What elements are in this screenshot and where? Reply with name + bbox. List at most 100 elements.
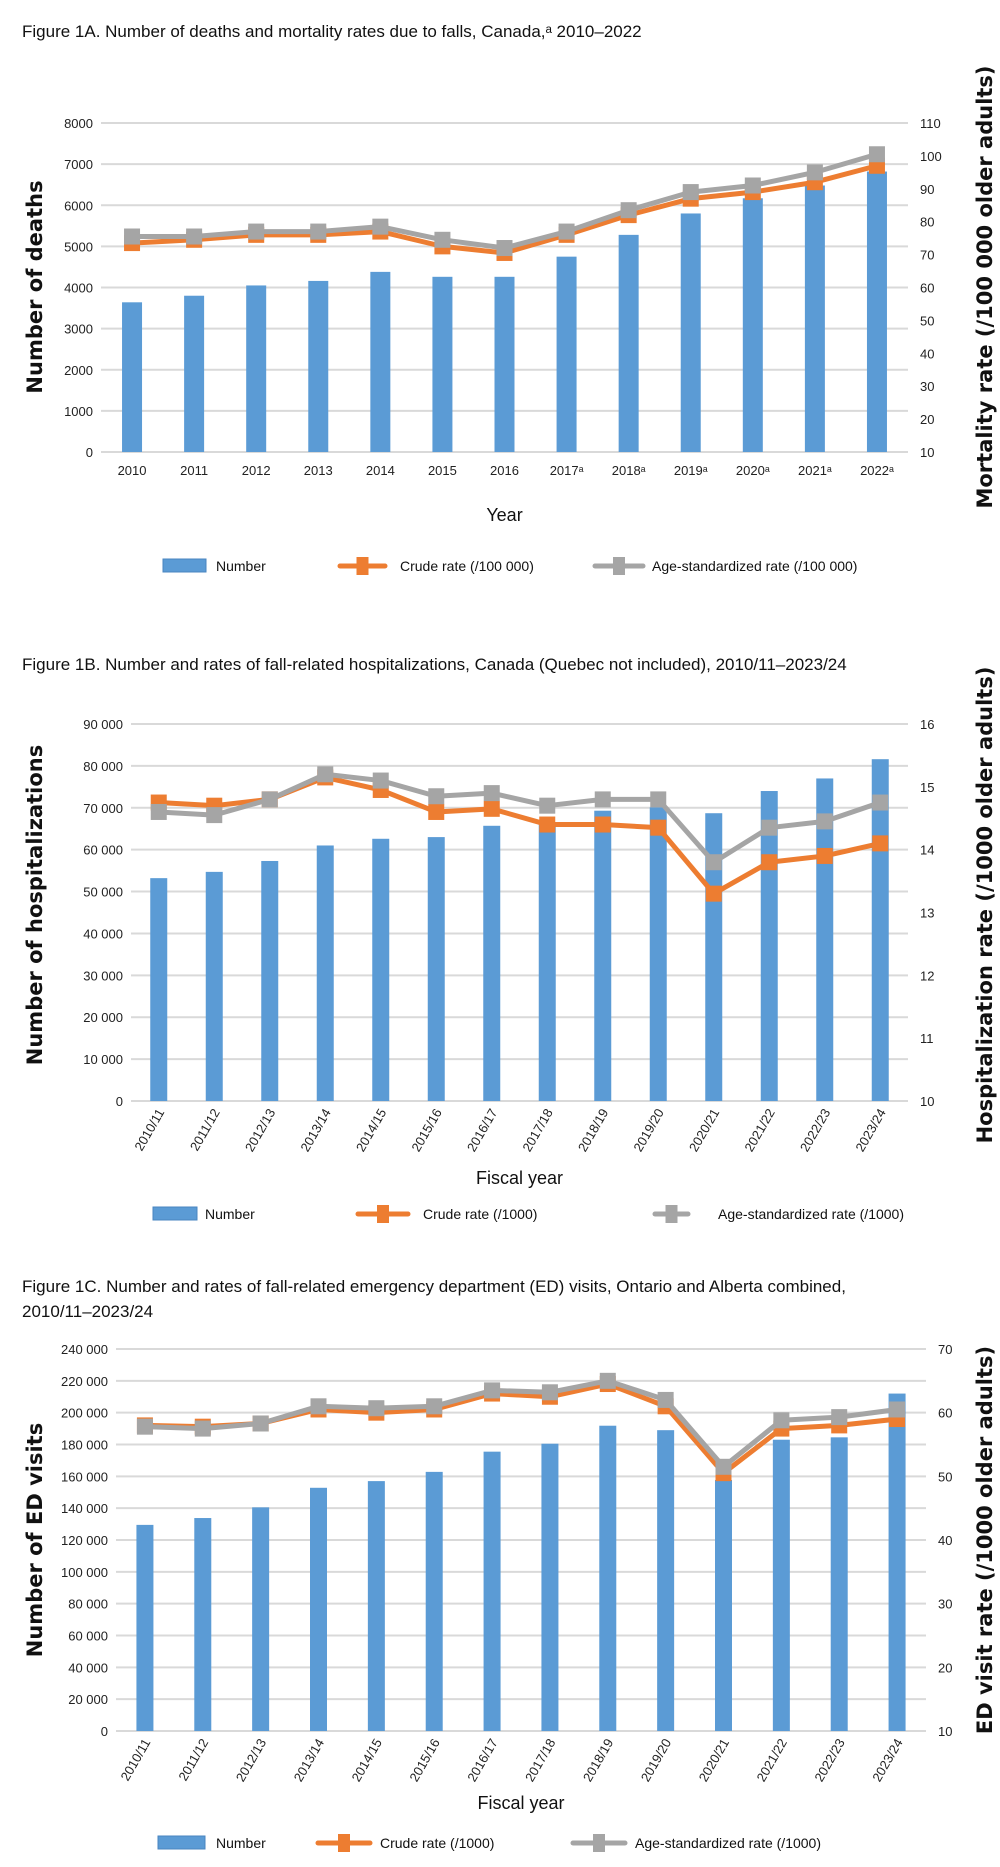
y-tick-label: 120 000 xyxy=(61,1533,108,1548)
y-tick-label: 60 000 xyxy=(83,843,123,858)
chart-1a: Figure 1A. Number of deaths and mortalit… xyxy=(22,22,997,575)
x-tick-label: 2015/16 xyxy=(406,1736,442,1784)
legend-label-number: Number xyxy=(205,1206,255,1222)
marker-age-standardized xyxy=(761,819,778,836)
marker-age-standardized xyxy=(426,1398,443,1415)
y2-tick-label: 11 xyxy=(920,1031,934,1046)
marker-age-standardized xyxy=(372,218,389,235)
line-age-standardized xyxy=(158,771,882,865)
bar-number xyxy=(261,860,279,1101)
y2-tick-label: 20 xyxy=(920,412,934,427)
legend-marker-crude xyxy=(356,557,369,575)
marker-age-standardized xyxy=(310,223,327,240)
y-tick-label: 8000 xyxy=(64,116,93,131)
x-tick-label: 2015 xyxy=(428,463,457,478)
marker-age-standardized xyxy=(194,1420,211,1437)
x-tick-label: 2011/12 xyxy=(187,1106,223,1153)
marker-age-standardized xyxy=(558,223,575,240)
y-tick-label: 2000 xyxy=(64,363,93,378)
marker-age-standardized xyxy=(372,772,389,789)
y-tick-label: 40 000 xyxy=(83,926,123,941)
y-tick-label: 6000 xyxy=(64,198,93,213)
x-tick-label: 2021ᵃ xyxy=(798,463,832,478)
y-tick-label: 20 000 xyxy=(83,1010,123,1025)
x-tick-label: 2016/17 xyxy=(464,1106,500,1154)
marker-age-standardized xyxy=(310,1398,327,1415)
y2-tick-label: 15 xyxy=(920,780,934,795)
marker-crude xyxy=(428,803,445,820)
bar-number xyxy=(367,1481,385,1731)
legend-label-crude: Crude rate (/1000) xyxy=(380,1835,494,1851)
x-tick-label: 2020ᵃ xyxy=(736,463,770,478)
y-tick-label: 7000 xyxy=(64,157,93,172)
line-age-standardized xyxy=(144,1378,898,1470)
marker-crude xyxy=(705,885,722,902)
marker-age-standardized xyxy=(868,146,885,163)
y-tick-label: 140 000 xyxy=(61,1501,108,1516)
y2-tick-label: 13 xyxy=(920,906,934,921)
y-tick-label: 40 000 xyxy=(68,1660,108,1675)
y-tick-label: 10 000 xyxy=(83,1052,123,1067)
y2-tick-label: 20 xyxy=(938,1660,952,1675)
marker-age-standardized xyxy=(261,791,278,808)
marker-crude xyxy=(816,847,833,864)
y-tick-label: 50 000 xyxy=(83,885,123,900)
bar-number xyxy=(308,280,329,452)
marker-age-standardized xyxy=(252,1415,269,1432)
y2-tick-label: 70 xyxy=(938,1342,952,1357)
x-tick-label: 2013/14 xyxy=(291,1736,327,1784)
bar-number xyxy=(538,824,556,1101)
y2-tick-label: 30 xyxy=(920,379,934,394)
marker-age-standardized xyxy=(186,228,203,245)
y2-tick-label: 50 xyxy=(938,1469,952,1484)
x-tick-label: 2023/24 xyxy=(869,1736,905,1784)
y2-axis-title: Mortality rate (/100 000 older adults) xyxy=(973,65,997,508)
bar-number xyxy=(122,302,143,452)
legend-marker-crude xyxy=(338,1834,350,1852)
y2-tick-label: 80 xyxy=(920,215,934,230)
y2-tick-label: 100 xyxy=(920,149,942,164)
y2-axis-title: ED visit rate (/1000 older adults) xyxy=(973,1346,997,1734)
x-tick-label: 2017/18 xyxy=(519,1106,555,1154)
legend-label-age-standardized: Age-standardized rate (/1000) xyxy=(718,1206,904,1222)
marker-crude xyxy=(483,800,500,817)
bar-number xyxy=(866,171,887,452)
y2-tick-label: 30 xyxy=(938,1597,952,1612)
x-tick-label: 2018/19 xyxy=(575,1106,611,1154)
y-tick-label: 3000 xyxy=(64,322,93,337)
y-tick-label: 5000 xyxy=(64,239,93,254)
bar-number xyxy=(541,1443,559,1731)
y-tick-label: 4000 xyxy=(64,281,93,296)
marker-age-standardized xyxy=(136,1418,153,1435)
bar-number xyxy=(316,845,334,1101)
bar-number xyxy=(372,838,390,1101)
bar-number xyxy=(194,1518,212,1731)
legend: Number Crude rate (/1000) Age-standardized… xyxy=(152,1205,904,1223)
y-tick-label: 20 000 xyxy=(68,1692,108,1707)
x-tick-label: 2012 xyxy=(242,463,271,478)
legend-label-age-standardized: Age-standardized rate (/1000) xyxy=(635,1835,821,1851)
y2-tick-label: 70 xyxy=(920,248,934,263)
legend-marker-age-standardized xyxy=(593,1834,605,1852)
x-tick-label: 2017/18 xyxy=(522,1736,558,1784)
bar-number xyxy=(246,285,267,452)
bar-number xyxy=(184,295,205,452)
marker-crude xyxy=(761,854,778,871)
bar-number xyxy=(425,1471,443,1731)
y-tick-label: 0 xyxy=(116,1094,123,1109)
bar-number xyxy=(483,1451,501,1731)
y-tick-label: 0 xyxy=(86,445,93,460)
y-tick-label: 220 000 xyxy=(61,1374,108,1389)
legend-marker-age-standardized xyxy=(665,1205,678,1223)
chart-1b: Figure 1B. Number and rates of fall-rela… xyxy=(22,655,997,1223)
marker-age-standardized xyxy=(368,1400,385,1417)
marker-age-standardized xyxy=(872,794,889,811)
marker-age-standardized xyxy=(682,184,699,201)
marker-age-standardized xyxy=(773,1412,790,1429)
x-tick-label: 2022/23 xyxy=(797,1106,833,1154)
marker-age-standardized xyxy=(434,231,451,248)
marker-crude xyxy=(594,816,611,833)
chart-title: Figure 1A. Number of deaths and mortalit… xyxy=(22,22,642,41)
bar-number xyxy=(427,837,445,1101)
chart-title: 2010/11–2023/24 xyxy=(22,1302,153,1321)
